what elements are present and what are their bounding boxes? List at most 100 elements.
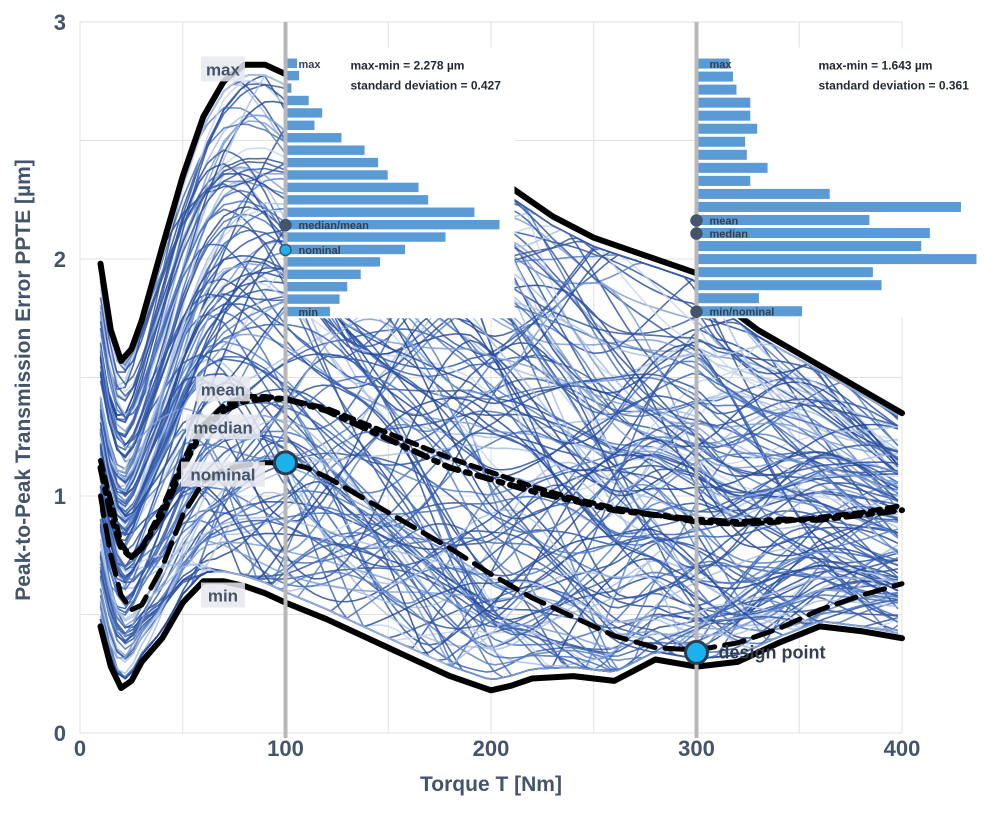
curve-label-box	[195, 376, 250, 402]
histogram-bar	[698, 123, 758, 134]
curve-label-max: max	[200, 56, 245, 82]
histogram-bar	[287, 232, 446, 242]
histogram-bar	[287, 294, 340, 304]
ensemble-curve	[99, 484, 899, 654]
ensemble-curve	[99, 295, 899, 516]
point-markers: design point	[273, 450, 826, 665]
histogram-label: min	[299, 307, 319, 319]
histogram-300: max mean median min/nominal max-min = 1.643 …	[690, 47, 977, 319]
ensemble-curve	[99, 356, 899, 628]
histogram-bar	[698, 188, 830, 199]
ensemble-curve	[99, 162, 899, 497]
curve-label-median: median	[185, 414, 260, 440]
histogram-label: max	[299, 59, 322, 71]
ensemble-curve	[99, 207, 899, 561]
x-axis-label: Torque T [Nm]	[420, 773, 562, 796]
ensemble-curve	[99, 310, 899, 554]
histogram-stat: max-min = 1.643 µm	[819, 59, 933, 73]
curve-label-text: mean	[201, 380, 245, 399]
histogram-marker-dot	[690, 305, 703, 318]
ensemble-curve	[99, 477, 899, 649]
histogram-bar	[698, 228, 930, 239]
histogram-marker-dot	[690, 227, 703, 240]
ensemble-curve	[99, 308, 899, 573]
curve-label-text: median	[193, 418, 253, 437]
ensemble-curve	[99, 177, 899, 564]
curve-min	[97, 578, 905, 694]
histogram-bar	[287, 157, 379, 168]
ensemble-curve	[99, 152, 899, 416]
histogram-100: max median/mean nominal min max-min = 2.278 …	[279, 47, 515, 319]
ensemble-curve	[99, 206, 899, 479]
curve-label-box	[200, 56, 245, 82]
curve-label-text: nominal	[190, 466, 255, 485]
histogram-bar	[698, 84, 737, 95]
histograms: max median/mean nominal min max-min = 2.278 …	[279, 47, 977, 319]
histogram-stat: standard deviation = 0.427	[351, 79, 502, 93]
histogram-bar	[698, 58, 730, 69]
ensemble-curve	[99, 208, 899, 446]
curve-label-box	[180, 461, 265, 487]
ensemble-curve	[99, 495, 898, 638]
design-point-label: design point	[719, 642, 826, 662]
histogram-bar	[287, 195, 429, 205]
histogram-label: max	[710, 59, 733, 71]
ensemble-curve	[99, 419, 899, 680]
y-tick-label: 3	[54, 10, 66, 35]
histogram-bar	[287, 70, 300, 81]
histogram-label: mean	[710, 215, 739, 227]
histogram-bar	[287, 306, 330, 317]
x-tick-label: 200	[473, 736, 510, 761]
curve-label-box	[185, 414, 260, 440]
tick-labels: 0 100 200 300 400 0 1 2 3	[54, 10, 921, 761]
y-axis-label: Peak-to-Peak Transmission Error PPTE [µm…	[12, 159, 35, 601]
x-tick-label: 300	[678, 736, 715, 761]
nominal-point	[273, 450, 298, 476]
histogram-bar	[287, 182, 419, 193]
histogram-bar	[698, 214, 870, 226]
y-tick-label: 0	[54, 721, 66, 746]
histogram-marker-dot	[279, 243, 292, 257]
curve-label-min: min	[200, 582, 245, 608]
histogram-bar	[698, 254, 977, 265]
ensemble-curve	[99, 275, 899, 557]
design-point	[684, 639, 709, 665]
ensemble-curve	[99, 375, 898, 595]
histogram-bar	[698, 136, 746, 147]
ensemble-curve	[99, 471, 899, 651]
histogram-stat: max-min = 2.278 µm	[351, 59, 465, 73]
curve-nominal	[98, 460, 905, 653]
histogram-bar	[287, 145, 365, 155]
ensemble-curve	[99, 423, 899, 621]
histogram-bar	[287, 83, 292, 93]
histogram-bar	[698, 162, 768, 173]
x-tick-label: 100	[267, 736, 304, 761]
y-tick-label: 1	[54, 484, 66, 509]
curve-label-nominal: nominal	[180, 461, 265, 487]
ensemble-curve	[99, 202, 898, 522]
x-tick-label: 0	[74, 736, 86, 761]
histogram-marker-dot	[690, 214, 703, 227]
histogram-bar	[287, 170, 388, 180]
histogram-bar	[698, 110, 751, 121]
histogram-label: median/mean	[299, 220, 370, 232]
histogram-label: median	[710, 229, 749, 241]
histogram-bar	[287, 269, 361, 280]
curve-label-box	[200, 582, 245, 608]
histogram-marker-dot	[279, 218, 292, 232]
histogram-label: min/nominal	[710, 307, 775, 319]
curve-label-mean: mean	[195, 376, 250, 402]
histogram-bar	[698, 71, 734, 82]
histogram-stat: standard deviation = 0.361	[819, 79, 970, 93]
histogram-bar	[287, 207, 475, 217]
ensemble-curve	[99, 323, 898, 636]
histogram-bar	[698, 97, 751, 108]
histogram-bar	[287, 95, 309, 106]
reference-lines	[283, 22, 699, 738]
histogram-bar	[698, 201, 961, 212]
ensemble-curve	[99, 293, 899, 591]
curve-labels: max mean median nominal min	[180, 56, 265, 608]
ensemble-curve	[99, 213, 899, 497]
y-tick-label: 2	[54, 247, 66, 272]
